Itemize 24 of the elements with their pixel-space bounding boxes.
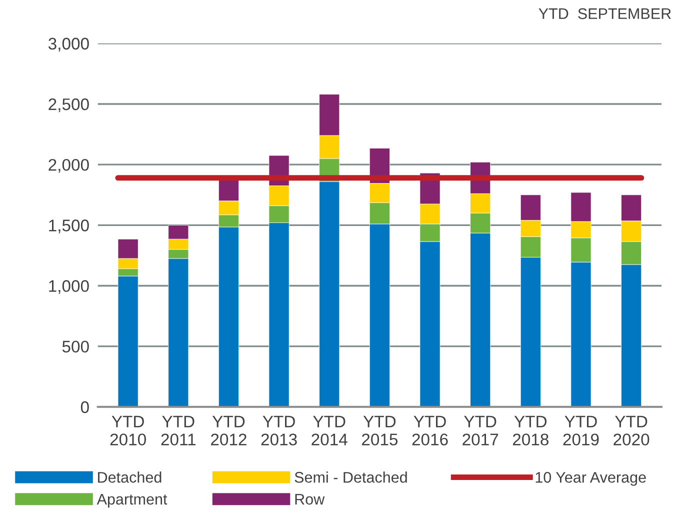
x-tick-label: YTD 2013	[261, 416, 297, 446]
x-tick-label: YTD 2018	[512, 416, 548, 446]
x-tick-label: YTD 2014	[312, 416, 348, 446]
x-tick-label: YTD 2010	[110, 416, 146, 446]
legend-label: Detached	[98, 472, 162, 483]
x-tick-label: YTD 2012	[211, 416, 246, 446]
y-tick-label: 2,500	[48, 98, 89, 112]
chart-subtitle: YTD SEPTEMBER	[538, 8, 671, 20]
x-tick-label: YTD 2019	[563, 416, 599, 446]
y-tick-label: 0	[80, 401, 89, 414]
y-tick-label: 2,000	[48, 158, 89, 173]
legend-label: 10 Year Average	[536, 472, 646, 486]
legend-label: Row	[295, 494, 325, 505]
x-tick-label: YTD 2016	[412, 416, 448, 446]
x-tick-label: YTD 2017	[462, 416, 498, 446]
x-tick-label: YTD 2015	[362, 416, 398, 446]
legend-label: Apartment	[96, 494, 168, 508]
x-tick-label: YTD 2011	[161, 416, 196, 446]
y-tick-label: 1,500	[49, 220, 89, 234]
y-tick-label: 3,000	[48, 38, 89, 52]
y-tick-label: 500	[62, 340, 89, 353]
x-tick-label: YTD 2020	[614, 416, 650, 446]
y-tick-label: 1,000	[49, 280, 89, 294]
legend-label: Semi - Detached	[294, 472, 407, 483]
